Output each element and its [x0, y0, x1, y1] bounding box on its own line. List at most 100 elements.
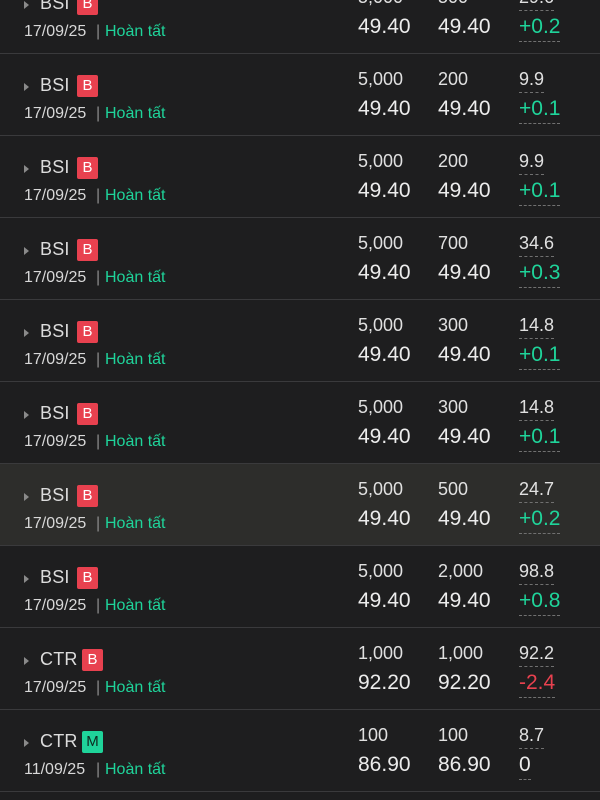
order-side-badge: B [77, 567, 98, 589]
value-change: +0.1 [519, 425, 561, 452]
matched-price: 49.40 [438, 179, 491, 202]
value-change: +0.3 [519, 261, 561, 288]
order-value: 29.6 [519, 0, 555, 11]
order-row[interactable]: BSI B 17/09/25 | Hoàn tất 5,000 49.40 200 49.40 9… [0, 54, 600, 136]
value-change: +0.8 [519, 589, 561, 616]
value-change: 0 [519, 753, 531, 780]
stock-symbol: CTR [40, 731, 78, 751]
order-quantity: 5,000 [358, 0, 403, 8]
matched-price: 49.40 [438, 261, 491, 284]
order-side-badge: B [77, 485, 98, 507]
caret-right-icon[interactable] [24, 739, 29, 747]
order-date: 17/09/25 [24, 351, 87, 368]
order-quantity: 1,000 [358, 643, 404, 663]
value-change: +0.2 [519, 507, 561, 534]
order-side-badge: B [77, 403, 98, 425]
stock-symbol: BSI [40, 403, 70, 423]
order-status: Hoàn tất [105, 433, 166, 450]
date-status-separator: | [96, 597, 101, 614]
matched-quantity: 300 [438, 397, 469, 417]
order-value: 24.7 [519, 479, 555, 503]
order-side-badge: B [77, 75, 98, 97]
stock-symbol: BSI [40, 321, 70, 341]
stock-symbol: CTR [40, 649, 78, 669]
order-row[interactable]: BSI B 17/09/25 |Hoàn tất 5,000 49.40 500 49.40 2… [0, 0, 600, 54]
caret-right-icon[interactable] [24, 575, 29, 583]
order-quantity: 5,000 [358, 151, 404, 171]
date-status-separator: | [96, 679, 101, 696]
matched-quantity: 2,000 [438, 561, 484, 581]
matched-quantity: 200 [438, 69, 469, 89]
value-change: -2.4 [519, 671, 556, 698]
order-row[interactable]: CTR M 11/09/25 | Hoàn tất 100 86.90 100 86.90 8.7… [0, 710, 600, 792]
order-status: Hoàn tất [105, 351, 166, 368]
value-change: +0.1 [519, 97, 561, 124]
order-side-badge: M [82, 731, 103, 753]
caret-right-icon[interactable] [24, 1, 29, 9]
order-status: Hoàn tất [105, 105, 166, 122]
order-date: 11/09/25 [24, 761, 86, 778]
caret-right-icon[interactable] [24, 247, 29, 255]
order-quantity: 100 [358, 725, 389, 745]
matched-quantity: 500 [438, 479, 469, 499]
order-price: 49.40 [358, 425, 411, 448]
order-price: 49.40 [358, 97, 411, 120]
stock-symbol: BSI [40, 157, 70, 177]
order-value: 98.8 [519, 561, 555, 585]
caret-right-icon[interactable] [24, 411, 29, 419]
order-row[interactable]: BSI B 17/09/25 | Hoàn tất 5,000 49.40 700 49.40 3… [0, 218, 600, 300]
value-change: +0.1 [519, 179, 561, 206]
order-status: Hoàn tất [105, 761, 166, 778]
date-status-separator: | [96, 433, 101, 450]
order-status: Hoàn tất [105, 679, 166, 696]
order-quantity: 5,000 [358, 397, 404, 417]
date-status-separator: | [96, 187, 101, 204]
order-value: 14.8 [519, 315, 555, 339]
order-quantity: 5,000 [358, 233, 404, 253]
order-date: 17/09/25 [24, 269, 87, 286]
matched-price: 92.20 [438, 671, 491, 694]
order-quantity: 5,000 [358, 69, 404, 89]
matched-quantity: 300 [438, 315, 469, 335]
matched-price: 49.40 [438, 15, 491, 38]
date-status-separator: | [96, 23, 101, 40]
value-change: +0.1 [519, 343, 561, 370]
order-price: 49.40 [358, 15, 411, 38]
stock-symbol: BSI [40, 239, 70, 259]
caret-right-icon[interactable] [24, 329, 29, 337]
order-quantity: 5,000 [358, 479, 404, 499]
order-value: 92.2 [519, 643, 555, 667]
matched-price: 86.90 [438, 753, 491, 776]
order-side-badge: B [82, 649, 103, 671]
order-price: 49.40 [358, 343, 411, 366]
caret-right-icon[interactable] [24, 83, 29, 91]
order-row[interactable]: BSI B 17/09/25 | Hoàn tất 5,000 49.40 2,000 49.4… [0, 546, 600, 628]
caret-right-icon[interactable] [24, 657, 29, 665]
date-status-separator: | [96, 269, 101, 286]
caret-right-icon[interactable] [24, 493, 29, 501]
value-change: +0.2 [519, 15, 561, 42]
order-date: 17/09/25 [24, 187, 87, 204]
order-status: Hoàn tất [105, 515, 166, 532]
order-date: 17/09/25 [24, 433, 87, 450]
matched-quantity: 700 [438, 233, 469, 253]
order-row[interactable]: CTR B 17/09/25 | Hoàn tất 1,000 92.20 1,000 92.2… [0, 628, 600, 710]
order-date: 17/09/25 [24, 679, 87, 696]
order-row[interactable]: BSI B 17/09/25 |Hoàn tất 5,000 49.40 500 49.40 2… [0, 464, 600, 546]
order-price: 49.40 [358, 589, 411, 612]
date-status-separator: | [96, 351, 101, 368]
order-price: 49.40 [358, 179, 411, 202]
order-row[interactable]: BSI B 17/09/25 | Hoàn tất 5,000 49.40 300 49.40 1… [0, 382, 600, 464]
matched-quantity: 100 [438, 725, 469, 745]
order-row[interactable]: BSI B 17/09/25 | Hoàn tất 5,000 49.40 200 49.40 9… [0, 136, 600, 218]
order-row[interactable]: BSI B 17/09/25 | Hoàn tất 5,000 49.40 300 49.40 1… [0, 300, 600, 382]
order-status: Hoàn tất [105, 597, 166, 614]
caret-right-icon[interactable] [24, 165, 29, 173]
order-status: Hoàn tất [105, 187, 166, 204]
order-side-badge: B [77, 0, 98, 15]
order-quantity: 5,000 [358, 561, 404, 581]
order-value: 14.8 [519, 397, 555, 421]
order-value: 8.7 [519, 725, 545, 749]
matched-quantity: 500 [438, 0, 468, 8]
order-date: 17/09/25 [24, 23, 87, 40]
